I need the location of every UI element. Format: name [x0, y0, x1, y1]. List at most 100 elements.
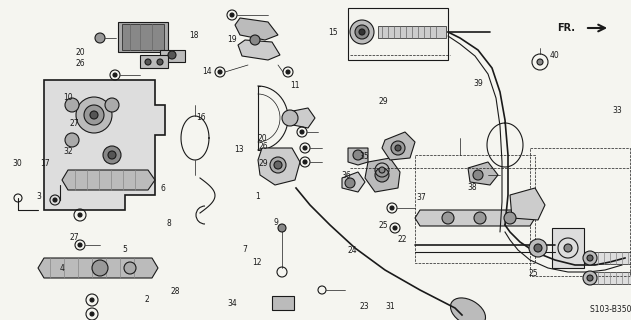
Bar — [378, 26, 446, 38]
Polygon shape — [38, 258, 158, 278]
Bar — [588, 252, 631, 264]
Circle shape — [303, 160, 307, 164]
Text: 26: 26 — [76, 59, 86, 68]
Polygon shape — [272, 296, 294, 310]
Text: 18: 18 — [189, 31, 199, 40]
Text: 16: 16 — [196, 113, 206, 122]
Polygon shape — [288, 108, 315, 128]
Circle shape — [78, 213, 82, 217]
Text: 27: 27 — [69, 119, 80, 128]
Text: 14: 14 — [202, 68, 212, 76]
Circle shape — [534, 244, 542, 252]
Bar — [58, 88, 130, 188]
Polygon shape — [118, 22, 168, 52]
Polygon shape — [44, 80, 165, 210]
Text: 25: 25 — [528, 269, 538, 278]
Text: 15: 15 — [328, 28, 338, 37]
Circle shape — [78, 243, 82, 247]
Text: 32: 32 — [63, 148, 73, 156]
Circle shape — [218, 70, 222, 74]
Polygon shape — [238, 40, 280, 60]
Circle shape — [282, 110, 298, 126]
Circle shape — [359, 29, 365, 35]
Text: 4: 4 — [59, 264, 64, 273]
Circle shape — [345, 178, 355, 188]
Polygon shape — [160, 50, 185, 62]
Text: 23: 23 — [360, 302, 370, 311]
Circle shape — [53, 198, 57, 202]
Text: 17: 17 — [40, 159, 50, 168]
Circle shape — [393, 226, 397, 230]
Text: 36: 36 — [341, 171, 351, 180]
Bar — [588, 272, 631, 284]
Circle shape — [145, 59, 151, 65]
Text: 38: 38 — [467, 183, 477, 192]
Text: 31: 31 — [385, 302, 395, 311]
Circle shape — [92, 260, 108, 276]
Text: 8: 8 — [167, 220, 172, 228]
Text: 34: 34 — [227, 300, 237, 308]
Circle shape — [168, 51, 176, 59]
Text: 33: 33 — [612, 106, 622, 115]
Polygon shape — [348, 148, 368, 165]
Bar — [552, 228, 584, 268]
Text: 30: 30 — [13, 159, 23, 168]
Text: 39: 39 — [473, 79, 483, 88]
Circle shape — [529, 239, 547, 257]
Circle shape — [250, 35, 260, 45]
Circle shape — [587, 275, 593, 281]
Circle shape — [474, 212, 486, 224]
Circle shape — [286, 70, 290, 74]
Circle shape — [278, 224, 286, 232]
Polygon shape — [382, 132, 415, 160]
Text: 37: 37 — [416, 193, 427, 202]
Text: 13: 13 — [233, 145, 244, 154]
Circle shape — [442, 212, 454, 224]
Polygon shape — [510, 188, 545, 220]
Circle shape — [303, 146, 307, 150]
Circle shape — [65, 98, 79, 112]
Text: 26: 26 — [259, 142, 269, 151]
Polygon shape — [235, 18, 278, 40]
Circle shape — [587, 255, 593, 261]
Text: 35: 35 — [360, 152, 370, 161]
Text: 29: 29 — [379, 97, 389, 106]
Text: 3: 3 — [37, 192, 42, 201]
Polygon shape — [365, 158, 400, 192]
Circle shape — [108, 151, 116, 159]
Circle shape — [105, 98, 119, 112]
Circle shape — [274, 161, 282, 169]
Text: 7: 7 — [242, 245, 247, 254]
Ellipse shape — [451, 298, 485, 320]
Circle shape — [391, 141, 405, 155]
Circle shape — [583, 251, 597, 265]
Circle shape — [379, 167, 385, 173]
Circle shape — [90, 312, 94, 316]
Circle shape — [390, 206, 394, 210]
Polygon shape — [258, 148, 300, 185]
Circle shape — [537, 59, 543, 65]
Text: 6: 6 — [160, 184, 165, 193]
Text: 2: 2 — [144, 295, 149, 304]
Polygon shape — [342, 172, 365, 192]
Circle shape — [113, 73, 117, 77]
Circle shape — [90, 111, 98, 119]
Text: 10: 10 — [63, 93, 73, 102]
Circle shape — [395, 145, 401, 151]
Circle shape — [564, 244, 572, 252]
Text: 5: 5 — [122, 245, 127, 254]
Bar — [348, 8, 448, 60]
Circle shape — [504, 212, 516, 224]
Text: 24: 24 — [347, 246, 357, 255]
Polygon shape — [140, 55, 168, 68]
Circle shape — [76, 97, 112, 133]
Circle shape — [350, 20, 374, 44]
Circle shape — [157, 59, 163, 65]
Text: FR.: FR. — [557, 23, 575, 33]
Text: 29: 29 — [259, 159, 269, 168]
Circle shape — [473, 170, 483, 180]
Circle shape — [84, 105, 104, 125]
Text: 9: 9 — [274, 218, 279, 227]
Circle shape — [124, 262, 136, 274]
Circle shape — [355, 25, 369, 39]
